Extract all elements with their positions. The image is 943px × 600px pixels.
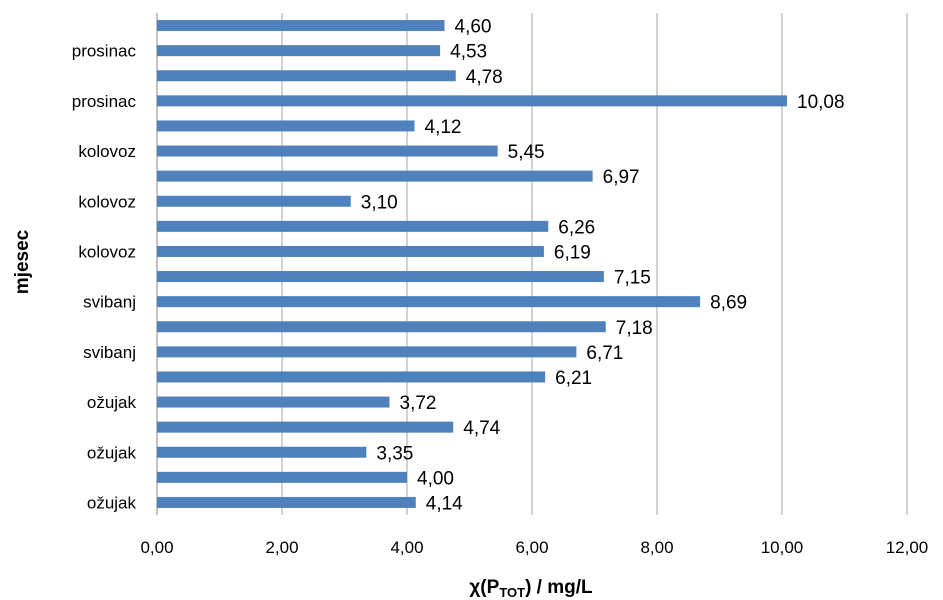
- bar: [157, 20, 445, 32]
- x-axis-title-rest: ) / mg/L: [525, 577, 593, 598]
- data-label: 4,78: [466, 67, 503, 88]
- data-label: 7,18: [616, 318, 653, 339]
- data-label: 4,74: [463, 418, 500, 439]
- data-label: 6,97: [603, 167, 640, 188]
- bar: [157, 120, 415, 132]
- bar: [157, 496, 416, 508]
- bar: [157, 70, 456, 82]
- y-tick-label: kolovoz: [78, 192, 136, 211]
- bar: [157, 45, 441, 57]
- bar: [157, 321, 606, 333]
- bar: [157, 396, 390, 408]
- data-label: 6,71: [586, 343, 623, 364]
- data-label: 6,21: [555, 368, 592, 389]
- x-tick-label: 4,00: [390, 538, 423, 557]
- data-label: 8,69: [710, 293, 747, 314]
- data-label: 3,10: [361, 192, 398, 213]
- bar: [157, 220, 549, 232]
- bar: [157, 421, 454, 433]
- x-tick-label: 10,00: [761, 538, 804, 557]
- x-tick-label: 2,00: [265, 538, 298, 557]
- bars: [157, 20, 787, 508]
- y-tick-label: svibanj: [83, 293, 136, 312]
- y-tick-label: kolovoz: [78, 142, 136, 161]
- data-label: 5,45: [508, 142, 545, 163]
- y-tick-label: svibanj: [83, 343, 136, 362]
- y-axis-title: mjesec: [12, 229, 33, 294]
- data-label: 4,60: [455, 17, 492, 38]
- x-tick-label: 6,00: [515, 538, 548, 557]
- x-axis-ticks: 0,00 2,00 4,00 6,00 8,00 10,00 12,00: [140, 538, 928, 557]
- x-axis-title-subscript: TOT: [499, 585, 525, 600]
- bar: [157, 170, 593, 182]
- bar: [157, 346, 577, 358]
- x-axis-title: χ(PTOT) / mg/L: [469, 577, 593, 600]
- x-tick-label: 12,00: [886, 538, 929, 557]
- data-label: 4,00: [417, 468, 454, 489]
- data-label: 6,19: [554, 242, 591, 263]
- data-label: 3,72: [400, 393, 437, 414]
- y-tick-label: kolovoz: [78, 242, 136, 261]
- bar: [157, 95, 787, 107]
- bar: [157, 446, 367, 458]
- bar: [157, 145, 498, 157]
- data-label: 3,35: [376, 443, 413, 464]
- x-axis-title-main: χ(P: [469, 577, 499, 598]
- y-tick-label: ožujak: [87, 393, 137, 412]
- data-label: 4,12: [425, 117, 462, 138]
- bar: [157, 195, 351, 207]
- bar: [157, 271, 604, 283]
- data-label: 6,26: [558, 217, 595, 238]
- bar: [157, 471, 407, 483]
- data-labels: 4,14 4,003,35 4,74 3,72 6,21 6,71 7,18 8,69 7,15…: [361, 17, 845, 515]
- bar: [157, 296, 701, 308]
- data-label: 4,53: [450, 42, 487, 63]
- y-tick-label: prosinac: [72, 92, 137, 111]
- y-tick-label: ožujak: [87, 493, 137, 512]
- x-tick-label: 8,00: [640, 538, 673, 557]
- x-tick-label: 0,00: [140, 538, 173, 557]
- bar: [157, 245, 544, 257]
- y-tick-label: prosinac: [72, 42, 137, 61]
- data-label: 4,14: [426, 493, 463, 514]
- data-label: 7,15: [614, 268, 651, 289]
- y-tick-label: ožujak: [87, 443, 137, 462]
- grid-lines: [156, 13, 908, 515]
- y-axis-ticks: ožujak ožujak ožujak svibanj svibanj kolovoz k…: [72, 42, 137, 513]
- bar: [157, 371, 546, 383]
- data-label: 10,08: [797, 92, 845, 113]
